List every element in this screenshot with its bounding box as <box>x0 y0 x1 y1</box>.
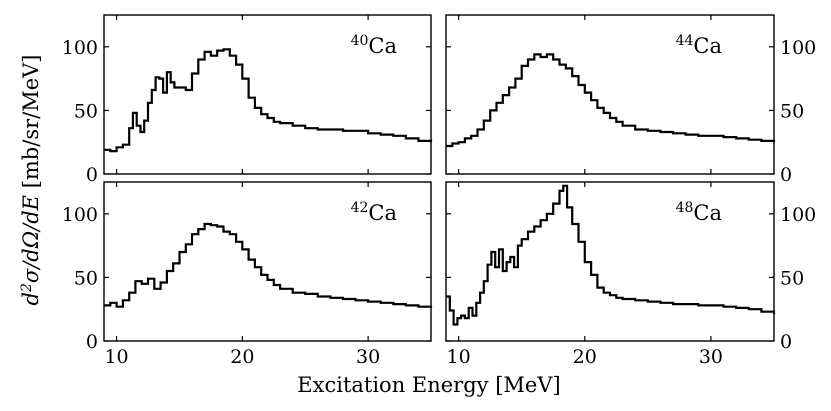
y-tick-label: 100 <box>780 204 816 226</box>
y-tick-label: 50 <box>74 267 98 289</box>
y-tick-label: 100 <box>62 204 98 226</box>
y-tick-label: 50 <box>780 100 804 122</box>
x-tick-label: 20 <box>573 346 597 368</box>
x-tick-label: 10 <box>447 346 471 368</box>
y-tick-label: 0 <box>780 331 792 353</box>
x-tick-label: 30 <box>699 346 723 368</box>
x-tick-label: 30 <box>356 346 380 368</box>
panel-ca40: 0 50 100 40Ca <box>62 14 433 186</box>
panel-ca48: 10 20 30 0 50 100 48Ca <box>445 181 816 368</box>
isotope-label-ca44: 44Ca <box>676 33 722 58</box>
plot-frame-ca48 <box>445 181 775 342</box>
series-line-ca42 <box>104 222 433 308</box>
plot-frame-ca40 <box>103 14 432 175</box>
panel-ca44: 0 50 100 44Ca <box>445 14 816 186</box>
series-line-ca48 <box>446 184 776 326</box>
x-axis-label: Excitation Energy [MeV] <box>297 373 560 397</box>
y-tick-label: 100 <box>780 37 816 59</box>
isotope-label-ca42: 42Ca <box>351 200 397 225</box>
y-tick-label: 0 <box>86 164 98 186</box>
y-axis-label: d2σ/dΩ/dE [mb/sr/MeV] <box>19 55 43 306</box>
isotope-label-ca40: 40Ca <box>351 33 397 58</box>
isotope-label-ca48: 48Ca <box>676 200 722 225</box>
x-tick-label: 10 <box>104 346 128 368</box>
plot-frame-ca44 <box>445 14 775 175</box>
y-tick-label: 100 <box>62 37 98 59</box>
y-tick-label: 50 <box>780 267 804 289</box>
series-line-ca40 <box>104 48 433 153</box>
series-line-ca44 <box>446 53 776 148</box>
y-tick-label: 0 <box>86 331 98 353</box>
x-tick-label: 20 <box>230 346 254 368</box>
panel-ca42: 10 20 30 0 50 100 42Ca <box>62 181 433 368</box>
y-tick-label: 50 <box>74 100 98 122</box>
panels-group: 0 50 100 40Ca 0 50 100 44Ca 10 20 30 0 50 100 42Ca 10 20… <box>62 14 816 368</box>
plot-frame-ca42 <box>103 181 432 342</box>
y-tick-label: 0 <box>780 164 792 186</box>
